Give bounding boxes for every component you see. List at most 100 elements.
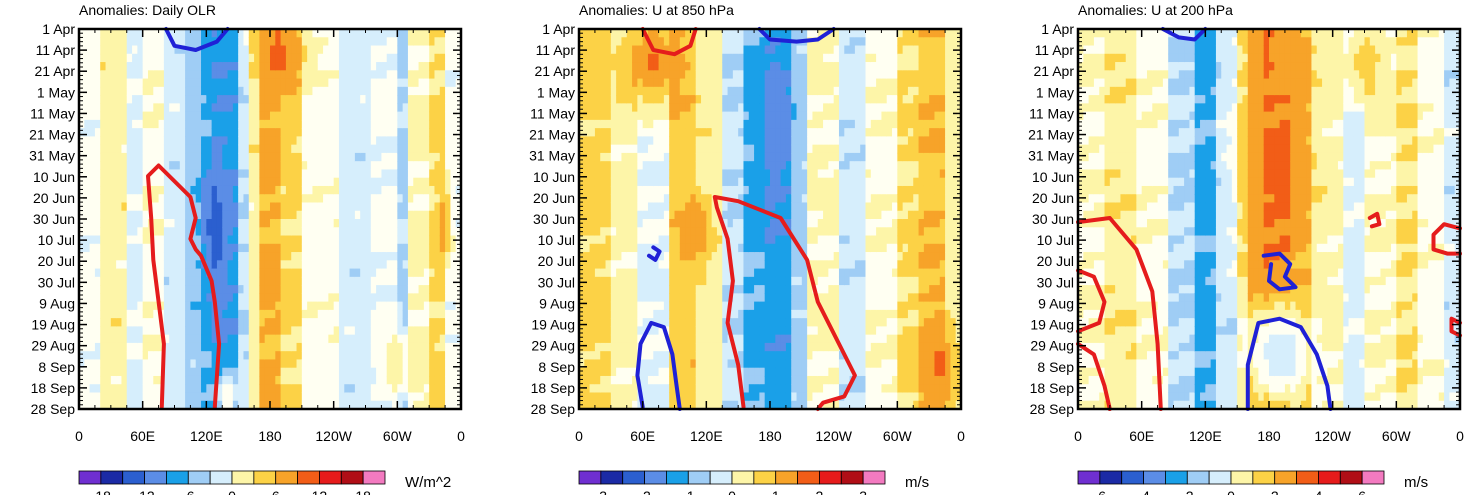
heat-cell bbox=[594, 95, 601, 104]
heat-cell bbox=[137, 342, 144, 352]
heat-cell bbox=[663, 342, 670, 352]
heat-cell bbox=[110, 144, 117, 154]
heat-cell bbox=[365, 367, 372, 377]
heat-cell bbox=[589, 243, 596, 253]
heat-cell bbox=[695, 375, 702, 385]
heat-cell bbox=[722, 235, 729, 245]
heat-cell bbox=[201, 62, 207, 71]
heat-cell bbox=[637, 375, 644, 385]
heat-cell bbox=[126, 95, 133, 104]
heat-cell bbox=[354, 194, 361, 204]
heat-cell bbox=[137, 103, 144, 113]
heat-cell bbox=[600, 119, 607, 129]
heat-cell bbox=[270, 144, 276, 154]
heat-cell bbox=[301, 334, 308, 344]
heat-cell bbox=[402, 185, 409, 195]
heat-cell bbox=[312, 70, 319, 80]
heat-cell bbox=[632, 235, 638, 245]
heat-cell bbox=[413, 276, 420, 286]
heat-cell bbox=[647, 235, 654, 245]
heat-cell bbox=[174, 144, 181, 154]
heat-cell bbox=[264, 260, 271, 270]
heat-cell bbox=[434, 392, 441, 402]
heat-cell bbox=[174, 210, 181, 220]
heat-cell bbox=[291, 144, 298, 154]
heat-cell bbox=[584, 169, 591, 179]
heat-cell bbox=[227, 70, 234, 80]
heat-cell bbox=[360, 37, 367, 47]
heat-cell bbox=[312, 185, 319, 195]
heat-cell bbox=[354, 309, 361, 319]
heat-cell bbox=[280, 194, 287, 204]
heat-cell bbox=[370, 161, 377, 171]
heat-cell bbox=[169, 103, 176, 113]
heat-cell bbox=[579, 78, 585, 88]
heat-cell bbox=[354, 235, 361, 245]
heat-cell bbox=[621, 318, 628, 327]
heat-cell bbox=[211, 276, 218, 286]
heat-cell bbox=[259, 235, 266, 245]
heat-cell bbox=[716, 227, 723, 237]
heat-cell bbox=[126, 227, 133, 237]
heat-cell bbox=[121, 210, 128, 220]
heat-cell bbox=[238, 326, 245, 336]
heat-cell bbox=[418, 161, 425, 171]
heat-cell bbox=[716, 177, 723, 187]
heat-cell bbox=[301, 285, 308, 294]
heat-cell bbox=[392, 70, 398, 80]
heat-cell bbox=[679, 119, 686, 129]
heat-cell bbox=[174, 45, 181, 55]
heat-cell bbox=[658, 243, 665, 253]
heat-cell bbox=[605, 194, 612, 204]
heat-cell bbox=[674, 169, 681, 179]
heat-cell bbox=[317, 276, 324, 286]
heat-cell bbox=[280, 111, 287, 121]
heat-cell bbox=[338, 95, 345, 104]
heat-cell bbox=[584, 194, 591, 204]
heat-cell bbox=[179, 351, 186, 361]
heat-cell bbox=[445, 375, 451, 385]
heat-cell bbox=[621, 268, 628, 278]
heat-cell bbox=[248, 62, 255, 71]
heat-cell bbox=[259, 384, 266, 394]
heat-cell bbox=[307, 86, 314, 96]
heat-cell bbox=[328, 227, 335, 237]
heat-cell bbox=[392, 45, 398, 55]
heat-cell bbox=[434, 161, 441, 171]
heat-cell bbox=[333, 260, 340, 270]
heat-cell bbox=[722, 301, 729, 311]
heat-cell bbox=[238, 243, 245, 253]
heat-cell bbox=[445, 334, 451, 344]
heat-cell bbox=[439, 219, 446, 228]
heat-cell bbox=[647, 268, 654, 278]
heat-cell bbox=[658, 37, 665, 47]
heat-cell bbox=[669, 210, 676, 220]
heat-cell bbox=[626, 161, 633, 171]
heat-cell bbox=[338, 152, 345, 162]
heat-cell bbox=[354, 359, 361, 369]
heat-cell bbox=[201, 95, 207, 104]
heat-cell bbox=[89, 367, 96, 377]
heat-cell bbox=[275, 103, 282, 113]
heat-cell bbox=[280, 301, 287, 311]
heat-cell bbox=[349, 86, 356, 96]
heat-cell bbox=[600, 252, 607, 261]
heat-cell bbox=[711, 210, 718, 220]
heat-cell bbox=[110, 111, 117, 121]
heat-cell bbox=[301, 37, 308, 47]
heat-cell bbox=[434, 70, 441, 80]
heat-cell bbox=[594, 144, 601, 154]
heat-cell bbox=[296, 70, 303, 80]
heat-cell bbox=[653, 326, 660, 336]
heat-cell bbox=[344, 400, 351, 410]
heat-cell bbox=[211, 243, 218, 253]
heat-cell bbox=[407, 152, 414, 162]
heat-cell bbox=[211, 177, 218, 187]
heat-cell bbox=[663, 400, 670, 410]
heat-cell bbox=[132, 128, 138, 137]
heat-cell bbox=[360, 392, 367, 402]
heat-cell bbox=[126, 400, 133, 410]
heat-cell bbox=[328, 367, 335, 377]
colorbar-tick-label: 12 bbox=[312, 488, 328, 495]
heat-cell bbox=[674, 29, 681, 38]
